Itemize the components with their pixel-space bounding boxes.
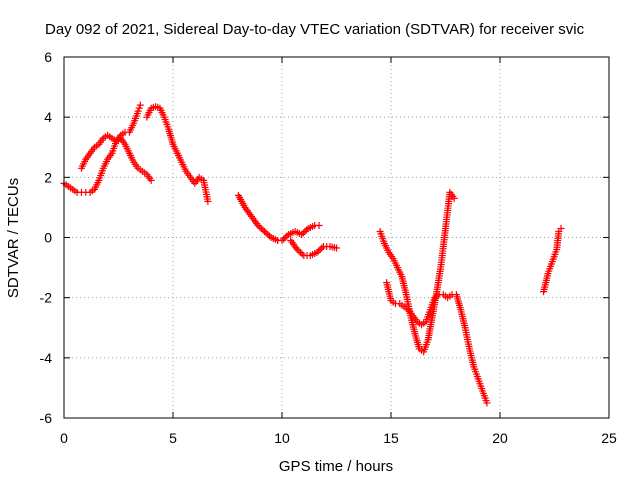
series-track-b xyxy=(77,101,144,172)
data-point-fill xyxy=(262,229,270,237)
data-point-fill xyxy=(299,229,307,237)
x-tick-label: 5 xyxy=(169,430,177,446)
y-tick-label: -2 xyxy=(40,290,53,306)
y-tick-labels: -6 -4 -2 0 2 4 6 xyxy=(40,49,53,426)
data-point xyxy=(333,244,340,252)
data-point xyxy=(254,221,262,229)
grid-lines xyxy=(64,57,609,418)
y-tick-label: -4 xyxy=(40,350,53,366)
data-point-fill xyxy=(316,246,324,254)
data-point xyxy=(147,176,155,184)
x-tick-label: 20 xyxy=(492,430,508,446)
series-track-f xyxy=(376,188,458,356)
plot-frame xyxy=(63,56,610,419)
data-point xyxy=(136,101,144,109)
data-point xyxy=(293,246,301,254)
series-track-g xyxy=(383,279,491,407)
data-point-fill xyxy=(257,224,265,232)
x-tick-labels: 0 5 10 15 20 25 xyxy=(60,430,617,446)
data-point-fill xyxy=(135,104,143,112)
x-tick-label: 25 xyxy=(601,430,617,446)
chart-title: Day 092 of 2021, Sidereal Day-to-day VTE… xyxy=(45,21,585,38)
y-tick-label: 0 xyxy=(44,230,52,246)
data-point-fill xyxy=(281,234,289,241)
y-tick-label: 6 xyxy=(44,49,52,65)
y-axis-title: SDTVAR / TECUs xyxy=(5,178,22,298)
x-tick-label: 0 xyxy=(60,430,68,446)
x-axis-title: GPS time / hours xyxy=(279,458,393,475)
data-point xyxy=(315,221,323,229)
data-point xyxy=(278,237,286,245)
data-point-fill xyxy=(256,223,264,231)
series-track-e xyxy=(287,237,340,260)
y-tick-label: 2 xyxy=(44,169,52,185)
data-point-fill xyxy=(283,232,291,240)
data-point-fill xyxy=(280,235,288,243)
data-point xyxy=(261,227,269,235)
data-point-fill xyxy=(303,226,311,234)
x-tick-label: 10 xyxy=(274,430,290,446)
series-track-c xyxy=(143,103,212,205)
data-point-fill xyxy=(297,249,305,257)
series-track-a xyxy=(60,134,155,196)
data-point-fill xyxy=(265,232,273,240)
data-point-fill xyxy=(295,247,303,255)
data-point-fill xyxy=(259,226,267,234)
data-point-fill xyxy=(298,250,306,258)
data-point xyxy=(313,249,321,257)
data-point xyxy=(204,197,212,205)
data-point-fill xyxy=(264,230,272,238)
data-point-fill xyxy=(315,247,323,255)
data-point xyxy=(134,107,142,115)
y-tick-label: -6 xyxy=(40,410,53,426)
data-point xyxy=(557,224,565,232)
series-track-h xyxy=(540,224,565,296)
x-tick-label: 15 xyxy=(383,430,399,446)
data-point-fill xyxy=(301,227,309,235)
data-point-fill xyxy=(318,244,326,252)
data-point xyxy=(298,230,306,238)
data-series xyxy=(60,101,565,407)
data-point xyxy=(483,399,491,407)
y-tick-label: 4 xyxy=(44,109,52,125)
data-point xyxy=(450,194,458,202)
series-track-d xyxy=(234,191,323,245)
